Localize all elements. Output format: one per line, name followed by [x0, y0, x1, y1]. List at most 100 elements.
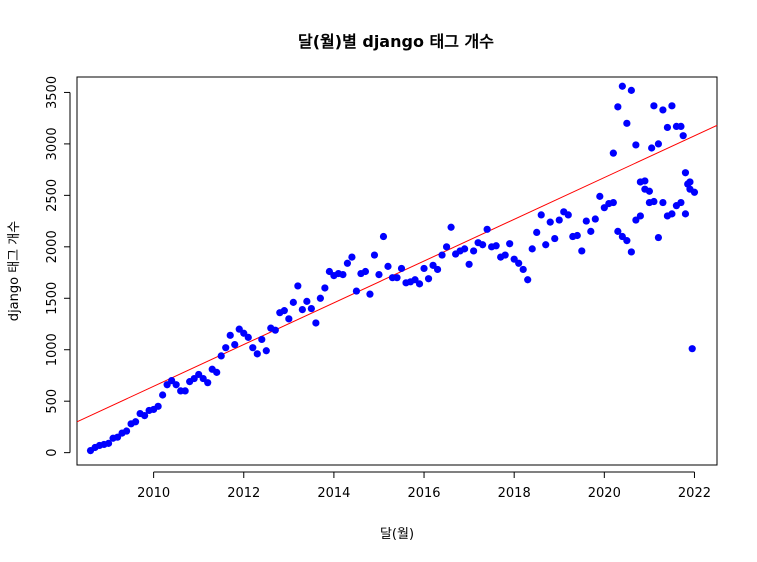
y-tick-label: 1000: [45, 333, 60, 366]
data-point: [343, 259, 352, 267]
data-point: [217, 352, 225, 360]
data-point: [280, 307, 288, 315]
y-tick-label: 3000: [45, 127, 60, 160]
data-point: [483, 225, 491, 233]
y-axis-label: django 태그 개수: [7, 221, 22, 321]
data-point: [636, 212, 644, 220]
data-point: [271, 326, 279, 334]
data-point: [366, 290, 374, 298]
data-points: [86, 82, 699, 455]
data-point: [645, 187, 653, 195]
plot-frame: [76, 76, 718, 466]
data-point: [641, 177, 649, 185]
x-tick-label: 2018: [498, 486, 531, 501]
data-point: [650, 102, 658, 110]
data-point: [122, 427, 131, 435]
data-point: [492, 242, 500, 250]
data-point: [528, 245, 536, 253]
data-point: [307, 304, 315, 313]
y-axis: 0 500 1000 1500 2000 2500 3000 3500: [45, 76, 71, 457]
data-point: [479, 241, 487, 249]
data-point: [623, 119, 631, 127]
data-point: [618, 82, 626, 90]
data-point: [339, 271, 347, 279]
data-point: [663, 123, 672, 132]
data-point: [501, 251, 509, 259]
data-point: [614, 227, 622, 235]
data-point: [654, 140, 663, 148]
data-point: [424, 275, 433, 283]
x-tick-label: 2012: [227, 486, 260, 501]
data-point: [159, 391, 167, 399]
data-point: [244, 333, 252, 341]
data-point: [515, 259, 523, 267]
data-point: [294, 282, 302, 290]
y-tick-label: 2000: [45, 230, 60, 263]
data-point: [222, 344, 230, 352]
data-point: [104, 439, 113, 447]
data-point: [370, 251, 379, 259]
data-point: [213, 368, 221, 376]
data-point: [623, 237, 631, 245]
data-point: [645, 198, 653, 207]
data-point: [596, 192, 604, 200]
data-point: [654, 233, 663, 242]
x-tick-label: 2016: [407, 486, 440, 501]
data-point: [154, 402, 162, 410]
data-point: [533, 228, 541, 237]
data-point: [262, 347, 270, 355]
data-point: [285, 315, 293, 323]
data-point: [546, 218, 554, 226]
data-point: [393, 274, 401, 282]
data-point: [688, 345, 696, 353]
data-point: [226, 331, 234, 339]
data-point: [609, 198, 617, 207]
data-point: [648, 144, 656, 152]
data-point: [289, 298, 297, 306]
data-point: [627, 86, 635, 94]
data-point: [352, 287, 361, 295]
data-point: [321, 284, 329, 292]
data-point: [181, 387, 189, 395]
data-point: [564, 211, 572, 219]
data-point: [141, 411, 149, 420]
y-tick-label: 3500: [45, 76, 60, 109]
data-point: [524, 276, 532, 284]
data-point: [668, 102, 676, 110]
x-tick-label: 2010: [137, 486, 170, 501]
data-point: [578, 247, 586, 255]
data-point: [551, 234, 559, 243]
data-point: [465, 260, 473, 268]
data-point: [258, 335, 266, 344]
x-tick-label: 2014: [317, 486, 350, 501]
y-tick-label: 0: [45, 449, 60, 457]
x-tick-label: 2022: [678, 486, 711, 501]
data-point: [253, 350, 261, 358]
data-point: [679, 132, 687, 140]
data-point: [609, 149, 617, 157]
data-point: [587, 227, 595, 235]
data-point: [506, 240, 514, 248]
data-point: [415, 280, 424, 288]
data-point: [131, 418, 140, 426]
data-point: [375, 271, 383, 279]
data-point: [384, 262, 392, 270]
data-point: [659, 198, 667, 207]
data-point: [677, 122, 685, 131]
data-point: [397, 264, 406, 273]
data-point: [447, 223, 455, 231]
data-point: [686, 178, 694, 186]
data-point: [438, 251, 446, 259]
y-tick-label: 500: [45, 389, 60, 414]
data-point: [172, 381, 180, 389]
data-point: [627, 248, 635, 256]
data-point: [573, 231, 581, 240]
trend-line: [76, 124, 718, 423]
data-point: [677, 198, 685, 207]
y-tick-label: 1500: [45, 282, 60, 315]
data-point: [681, 210, 690, 218]
data-point: [348, 253, 356, 261]
data-point: [632, 141, 640, 149]
data-point: [361, 267, 370, 276]
